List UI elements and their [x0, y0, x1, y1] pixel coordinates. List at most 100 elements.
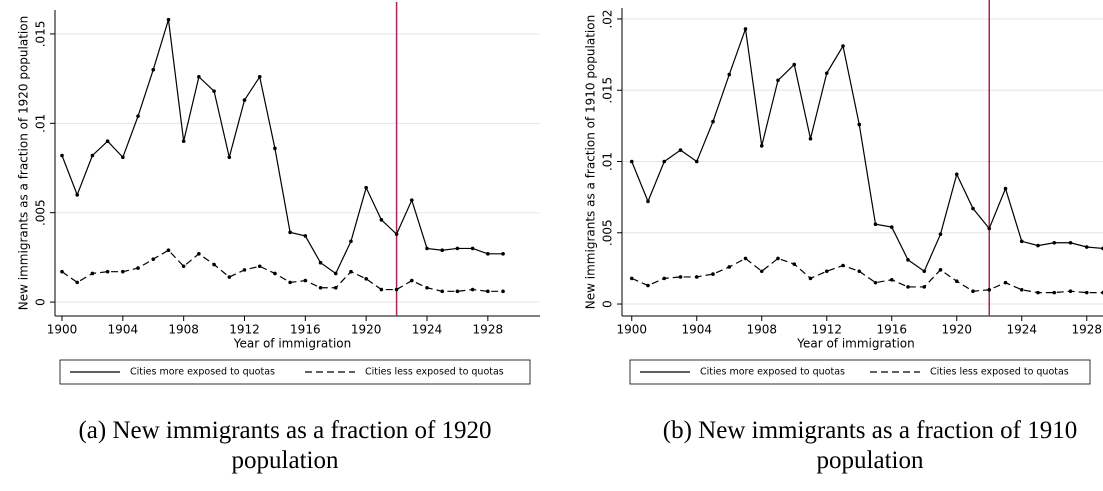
x-tick-label: 1916: [290, 323, 321, 337]
data-point: [808, 136, 813, 141]
x-tick-label: 1928: [473, 323, 504, 337]
data-point: [1003, 280, 1008, 285]
data-point: [486, 289, 490, 294]
data-point: [759, 269, 764, 274]
data-point: [394, 232, 399, 236]
data-point: [197, 75, 201, 79]
legend-label: Cities less exposed to quotas: [930, 367, 1069, 378]
data-point: [75, 280, 80, 285]
y-tick-label: .005: [34, 199, 48, 226]
data-point: [121, 155, 125, 160]
x-tick-label: 1912: [811, 323, 842, 337]
data-point: [857, 122, 862, 127]
data-point: [1084, 290, 1089, 295]
data-point: [678, 275, 683, 279]
data-point: [808, 276, 813, 281]
data-point: [694, 275, 699, 279]
data-point: [257, 264, 262, 269]
data-point: [711, 119, 715, 124]
y-tick-label: .01: [601, 152, 615, 171]
data-point: [501, 251, 505, 256]
series-line: [61, 249, 504, 292]
y-tick-label: .02: [601, 9, 615, 28]
data-point: [379, 218, 384, 222]
data-point: [242, 268, 247, 272]
data-point: [121, 269, 125, 274]
data-point: [824, 71, 829, 75]
legend-box: [59, 359, 531, 385]
x-axis-label: Year of immigration: [796, 337, 915, 351]
data-point: [743, 256, 748, 261]
data-point: [629, 276, 634, 281]
data-point: [136, 114, 140, 118]
y-tick-label: 0: [34, 298, 48, 306]
data-point: [1019, 239, 1024, 244]
data-point: [501, 289, 505, 294]
y-tick-label: .015: [34, 21, 48, 48]
y-tick-label: 0: [601, 300, 615, 308]
legend-label: Cities less exposed to quotas: [365, 367, 504, 378]
data-point: [759, 144, 764, 148]
data-point: [409, 278, 414, 283]
data-point: [60, 153, 64, 158]
data-point: [212, 262, 216, 267]
data-point: [711, 272, 715, 276]
legend-box: [629, 359, 1091, 385]
data-point: [922, 285, 927, 289]
data-point: [1068, 289, 1073, 294]
data-point: [873, 222, 878, 227]
data-point: [987, 226, 992, 231]
data-point: [841, 263, 845, 268]
caption: (b) New immigrants as a fraction of 1910…: [662, 417, 1078, 474]
data-point: [151, 257, 156, 261]
data-point: [273, 146, 277, 151]
data-point: [197, 251, 201, 256]
data-point: [792, 62, 797, 67]
caption: (a) New immigrants as a fraction of 1920…: [78, 417, 492, 474]
data-point: [1036, 243, 1040, 248]
data-point: [318, 285, 323, 290]
x-tick-label: 1924: [412, 323, 443, 337]
data-point: [662, 159, 667, 164]
data-point: [727, 72, 732, 77]
data-point: [889, 277, 894, 282]
data-point: [906, 258, 910, 262]
legend-label: Cities more exposed to quotas: [700, 367, 845, 378]
data-point: [151, 67, 156, 72]
data-point: [646, 199, 650, 204]
data-point: [181, 139, 186, 143]
series-line: [61, 19, 504, 275]
data-point: [678, 148, 683, 152]
series-line: [631, 28, 1103, 273]
data-point: [938, 268, 943, 272]
data-point: [227, 155, 232, 160]
data-point: [987, 287, 992, 292]
data-point: [257, 75, 262, 79]
x-tick-label: 1912: [229, 323, 260, 337]
x-tick-label: 1920: [941, 323, 972, 337]
x-tick-label: 1924: [1006, 323, 1037, 337]
data-point: [318, 260, 323, 265]
data-point: [273, 271, 277, 276]
data-point: [1052, 290, 1057, 295]
y-tick-label: .01: [34, 114, 48, 133]
data-point: [922, 269, 927, 274]
data-point: [629, 159, 634, 164]
data-point: [379, 287, 384, 292]
data-point: [409, 198, 414, 202]
data-point: [1019, 287, 1024, 292]
data-point: [486, 251, 490, 256]
data-point: [90, 153, 95, 158]
data-point: [646, 283, 650, 288]
data-point: [1003, 186, 1008, 191]
data-point: [333, 285, 338, 290]
data-point: [105, 139, 110, 143]
x-tick-label: 1900: [47, 323, 78, 337]
data-point: [873, 280, 878, 285]
data-point: [971, 206, 975, 211]
data-point: [166, 248, 171, 253]
data-point: [364, 185, 368, 190]
y-tick-label: .015: [601, 77, 615, 104]
data-point: [743, 27, 748, 31]
